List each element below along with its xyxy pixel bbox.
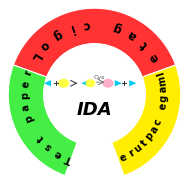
Text: a: a bbox=[159, 86, 169, 93]
Circle shape bbox=[44, 44, 145, 145]
Wedge shape bbox=[13, 8, 176, 77]
Ellipse shape bbox=[102, 79, 114, 88]
Text: a: a bbox=[21, 103, 32, 112]
Text: e: e bbox=[20, 80, 31, 88]
Text: e: e bbox=[157, 102, 168, 110]
Text: u: u bbox=[132, 143, 144, 155]
Text: i: i bbox=[67, 21, 75, 35]
Text: a: a bbox=[148, 124, 160, 135]
Wedge shape bbox=[112, 65, 181, 176]
Text: I: I bbox=[155, 70, 166, 76]
Text: g: g bbox=[50, 27, 64, 43]
Polygon shape bbox=[115, 80, 122, 86]
Text: e: e bbox=[146, 50, 162, 64]
Text: p: p bbox=[144, 131, 156, 143]
Wedge shape bbox=[8, 65, 77, 176]
Text: t: t bbox=[139, 138, 149, 148]
Text: o: o bbox=[37, 37, 52, 52]
Text: g: g bbox=[112, 21, 124, 36]
Text: t: t bbox=[36, 134, 46, 143]
Text: t: t bbox=[138, 38, 151, 51]
Text: s: s bbox=[43, 141, 54, 153]
Ellipse shape bbox=[85, 79, 95, 87]
Text: m: m bbox=[157, 75, 168, 87]
Text: T: T bbox=[64, 153, 74, 165]
Text: p: p bbox=[20, 92, 30, 99]
Text: e: e bbox=[53, 148, 64, 160]
Text: e: e bbox=[119, 151, 129, 163]
Text: r: r bbox=[23, 69, 34, 77]
Text: IDA: IDA bbox=[77, 101, 112, 119]
Text: g: g bbox=[159, 94, 169, 101]
Text: L: L bbox=[27, 51, 42, 64]
Text: c: c bbox=[82, 18, 91, 31]
Text: p: p bbox=[23, 113, 35, 124]
Text: r: r bbox=[126, 148, 136, 159]
Ellipse shape bbox=[58, 79, 69, 88]
Polygon shape bbox=[129, 80, 136, 86]
Text: Cys: Cys bbox=[94, 75, 105, 81]
Polygon shape bbox=[81, 80, 88, 86]
Polygon shape bbox=[44, 80, 51, 86]
Text: c: c bbox=[152, 118, 164, 127]
Text: a: a bbox=[125, 27, 139, 43]
